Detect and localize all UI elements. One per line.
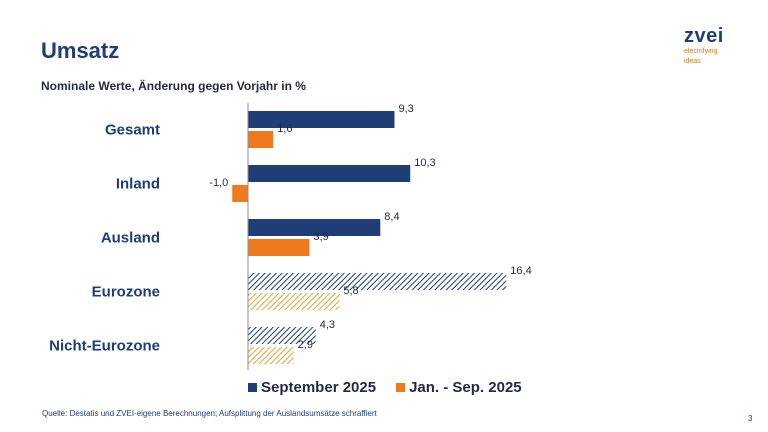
bar-inland-september xyxy=(248,165,411,182)
bar-eurozone-september xyxy=(248,273,507,290)
legend-label-jan-sep: Jan. - Sep. 2025 xyxy=(409,379,522,396)
source-note: Quelle: Destatis und ZVEI-eigene Berechn… xyxy=(42,409,377,418)
bar-eurozone-jan-sep xyxy=(248,293,340,310)
legend-swatch-jan-sep xyxy=(396,383,406,392)
legend-swatch-september xyxy=(248,383,257,392)
bar-nicht-eurozone-september xyxy=(248,327,316,344)
category-label-nicht-eurozone: Nicht-Eurozone xyxy=(49,338,160,355)
value-label-eurozone-jan-sep: 5,8 xyxy=(343,285,358,297)
bar-gesamt-september xyxy=(248,111,395,128)
zvei-logo: zvei electrifying ideas xyxy=(684,26,724,66)
category-label-ausland: Ausland xyxy=(101,230,160,247)
value-label-gesamt-september: 9,3 xyxy=(398,103,413,115)
category-label-eurozone: Eurozone xyxy=(92,284,160,301)
value-label-nicht-eurozone-september: 4,3 xyxy=(320,319,335,331)
bar-inland-jan-sep xyxy=(232,185,248,202)
value-label-inland-jan-sep: -1,0 xyxy=(209,177,228,189)
bar-gesamt-jan-sep xyxy=(248,131,274,148)
category-label-gesamt: Gesamt xyxy=(105,122,160,139)
logo-tagline-1: electrifying xyxy=(684,48,718,55)
legend-item-september: September 2025 xyxy=(248,379,376,396)
value-label-ausland-jan-sep: 3,9 xyxy=(313,231,328,243)
value-label-inland-september: 10,3 xyxy=(414,157,435,169)
page-title: Umsatz xyxy=(41,38,120,63)
chart-subtitle: Nominale Werte, Änderung gegen Vorjahr i… xyxy=(41,79,306,93)
legend-item-jan-sep: Jan. - Sep. 2025 xyxy=(396,379,522,396)
bar-ausland-september xyxy=(248,219,381,236)
logo-tagline-2: ideas xyxy=(684,58,701,65)
bar-ausland-jan-sep xyxy=(248,239,310,256)
value-label-nicht-eurozone-jan-sep: 2,9 xyxy=(298,339,313,351)
value-label-ausland-september: 8,4 xyxy=(384,211,399,223)
value-label-eurozone-september: 16,4 xyxy=(510,265,531,277)
legend-label-september: September 2025 xyxy=(261,379,377,396)
category-label-inland: Inland xyxy=(116,176,160,193)
logo-wordmark: zvei xyxy=(684,25,724,47)
bar-nicht-eurozone-jan-sep xyxy=(248,347,294,364)
value-label-gesamt-jan-sep: 1,6 xyxy=(277,123,292,135)
page-number: 3 xyxy=(748,414,753,423)
chart-legend: September 2025 Jan. - Sep. 2025 xyxy=(248,379,542,396)
